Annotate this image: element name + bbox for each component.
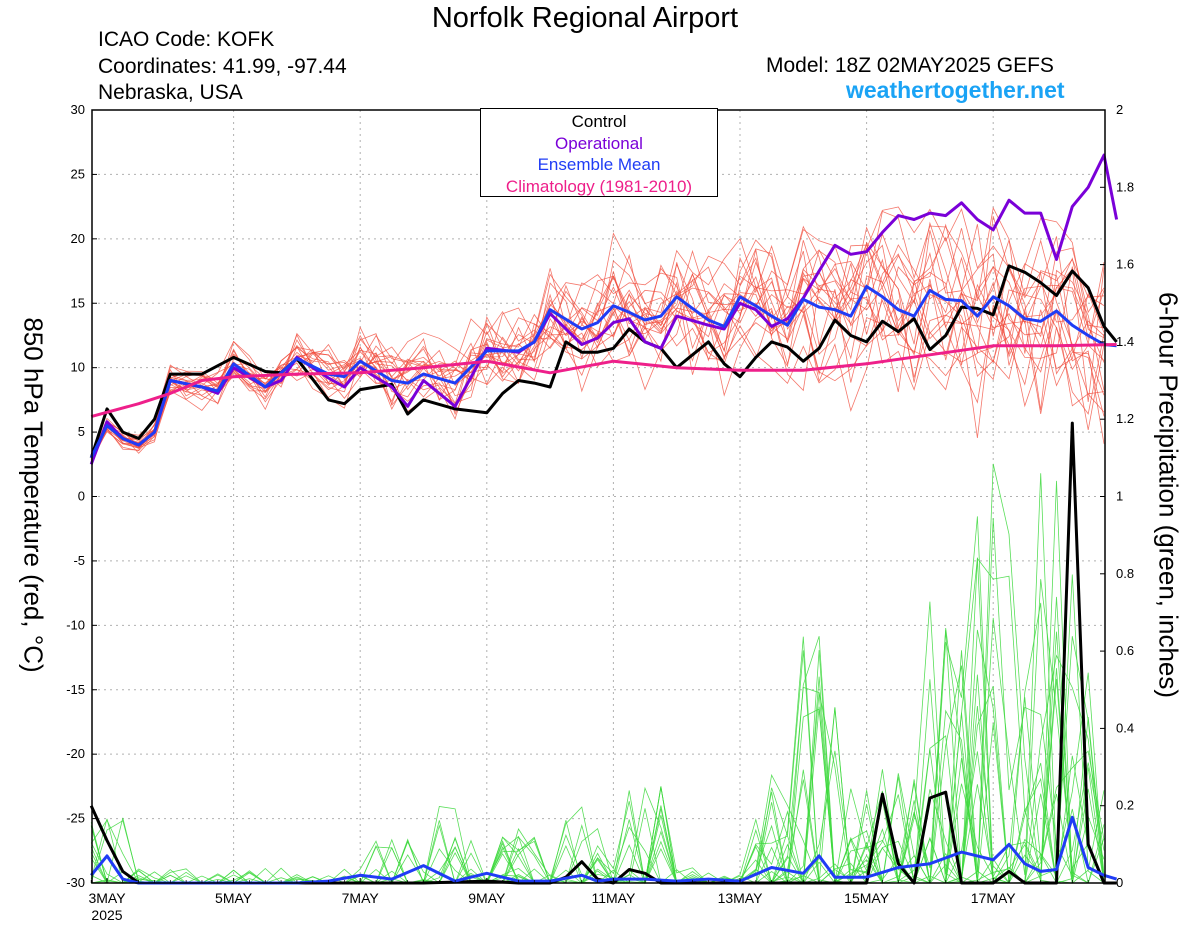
grid-lines <box>92 110 1105 883</box>
y2-tick-label: 1.6 <box>1116 257 1134 272</box>
legend-ensemble-mean: Ensemble Mean <box>537 155 661 174</box>
y-tick-label: -25 <box>66 811 85 826</box>
temp-member-line <box>90 225 1105 461</box>
y-tick-label: 10 <box>71 360 85 375</box>
temp-member-line <box>90 250 1105 460</box>
region: Nebraska, USA <box>98 81 243 104</box>
x-tick-sublabel: 2025 <box>91 907 122 923</box>
y2-tick-label: 1.2 <box>1116 411 1134 426</box>
x-tick-label: 17MAY <box>971 890 1017 906</box>
y-axis-label-right: 6-hour Precipitation (green, inches) <box>1153 291 1184 699</box>
site-link[interactable]: weathertogether.net <box>846 77 1065 103</box>
y-axis-label-left: 850 hPa Temperature (red, °C) <box>18 317 49 673</box>
y2-tick-label: 0.8 <box>1116 566 1134 581</box>
x-tick-label: 3MAY <box>88 890 126 906</box>
temp-member-line <box>90 216 1105 464</box>
y2-tick-label: 0.4 <box>1116 720 1134 735</box>
y-tick-label: -10 <box>66 617 85 632</box>
x-tick-label: 15MAY <box>844 890 890 906</box>
x-tick-label: 5MAY <box>215 890 253 906</box>
temp-members <box>90 206 1105 465</box>
temp-climatology-1981-2010-line <box>90 343 1117 419</box>
y2-tick-label: 0.6 <box>1116 643 1134 658</box>
y2-tick-label: 1.8 <box>1116 179 1134 194</box>
precip-member-line <box>90 650 1105 885</box>
precip-ensemble-mean-line <box>90 815 1118 885</box>
temp-member-line <box>90 250 1105 460</box>
y2-tick-label: 0.2 <box>1116 798 1134 813</box>
legend-control: Control <box>571 112 627 131</box>
temp-member-line <box>90 221 1105 461</box>
temp-member-line <box>90 236 1105 458</box>
y-tick-label: 25 <box>71 166 85 181</box>
precip-control-line <box>89 421 1117 885</box>
x-tick-label: 13MAY <box>718 890 764 906</box>
temp-ensemble-mean-line <box>89 285 1117 459</box>
y-tick-label: 30 <box>71 102 85 117</box>
legend: Control Operational Ensemble Mean Climat… <box>480 108 718 197</box>
temp-operational-line <box>89 153 1119 465</box>
y-tick-label: 20 <box>71 231 85 246</box>
y2-tick-label: 1 <box>1116 489 1123 504</box>
x-tick-label: 11MAY <box>591 890 635 906</box>
x-tick-label: 7MAY <box>342 890 380 906</box>
precip-member-line <box>91 672 1105 884</box>
y-tick-label: 15 <box>71 295 85 310</box>
axes-ticks: 302520151050-5-10-15-20-25-3021.81.61.41… <box>66 102 1134 923</box>
y-tick-label: -30 <box>66 875 85 890</box>
coordinates: Coordinates: 41.99, -97.44 <box>98 55 347 78</box>
y-tick-label: -15 <box>66 682 85 697</box>
model-run: Model: 18Z 02MAY2025 GEFS <box>766 54 1054 77</box>
y2-tick-label: 2 <box>1116 102 1123 117</box>
icao-code: ICAO Code: KOFK <box>98 28 275 51</box>
legend-climatology: Climatology (1981-2010) <box>505 176 693 196</box>
legend-operational: Operational <box>555 133 643 153</box>
temp-member-line <box>90 206 1105 460</box>
y2-tick-label: 1.4 <box>1116 334 1134 349</box>
y-tick-label: -20 <box>66 746 85 761</box>
y-tick-label: 0 <box>78 489 85 504</box>
precip-member-line <box>91 668 1105 885</box>
x-tick-label: 9MAY <box>468 890 506 906</box>
y-tick-label: -5 <box>73 553 85 568</box>
temp-member-line <box>90 210 1105 459</box>
temp-member-line <box>90 239 1105 459</box>
y2-tick-label: 0 <box>1116 875 1123 890</box>
precip-member-line <box>90 665 1105 884</box>
y-tick-label: 5 <box>78 424 85 439</box>
chart-title: Norfolk Regional Airport <box>431 2 739 34</box>
temp-member-line <box>90 223 1105 460</box>
